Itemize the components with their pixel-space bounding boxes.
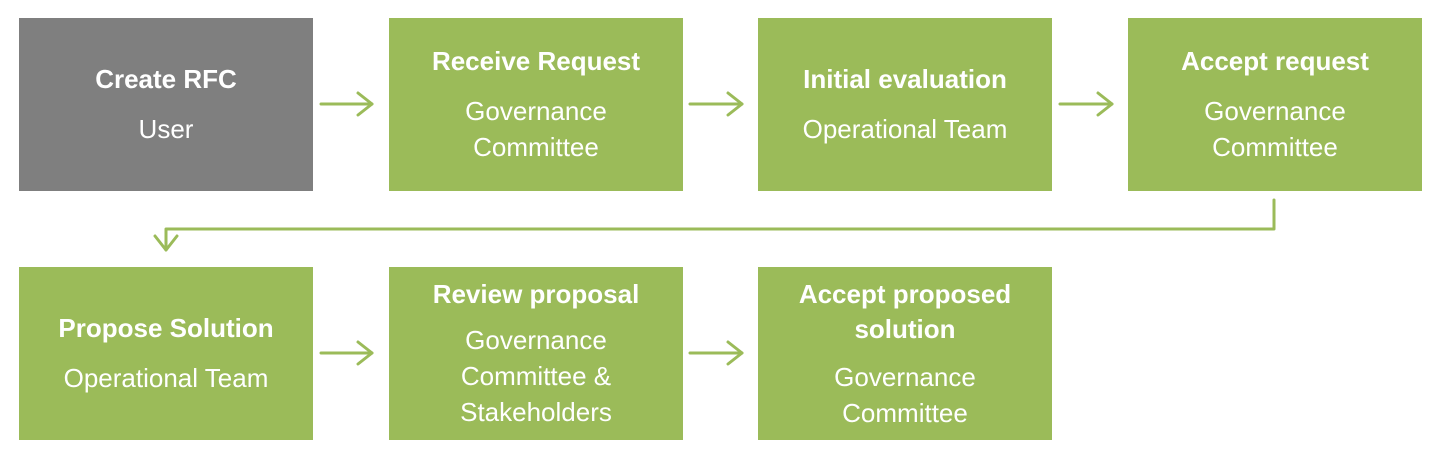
- step-accept-proposed-solution: Accept proposed solution Governance Comm…: [758, 267, 1052, 440]
- step-title: Review proposal: [432, 279, 640, 309]
- step-create-rfc: Create RFC User: [19, 18, 313, 191]
- step-title: Accept proposed solution: [798, 278, 1012, 344]
- step-propose-solution: Propose Solution Operational Team: [19, 267, 313, 440]
- step-title: Initial evaluation: [803, 64, 1007, 94]
- step-role: User: [138, 114, 194, 144]
- step-accept-request: Accept request Governance Committee: [1128, 18, 1422, 191]
- step-title: Propose Solution: [58, 313, 274, 343]
- arrow-3-to-4: [1058, 91, 1114, 117]
- step-role: Governance Committee: [1204, 96, 1346, 162]
- step-role: Operational Team: [802, 114, 1008, 144]
- arrow-2-to-3: [688, 91, 744, 117]
- step-title: Accept request: [1181, 46, 1369, 76]
- step-initial-evaluation: Initial evaluation Operational Team: [758, 18, 1052, 191]
- step-receive-request: Receive Request Governance Committee: [389, 18, 683, 191]
- arrow-6-to-7: [688, 340, 744, 366]
- step-role: Governance Committee: [465, 96, 607, 162]
- step-title: Receive Request: [431, 46, 641, 76]
- step-review-proposal: Review proposal Governance Committee & S…: [389, 267, 683, 440]
- step-role: Governance Committee & Stakeholders: [460, 325, 612, 427]
- step-role: Governance Committee: [834, 361, 976, 428]
- arrow-4-to-5: [153, 198, 1276, 252]
- step-role: Operational Team: [63, 363, 269, 393]
- step-title: Create RFC: [95, 64, 237, 94]
- arrow-5-to-6: [319, 340, 374, 366]
- arrow-1-to-2: [319, 91, 374, 117]
